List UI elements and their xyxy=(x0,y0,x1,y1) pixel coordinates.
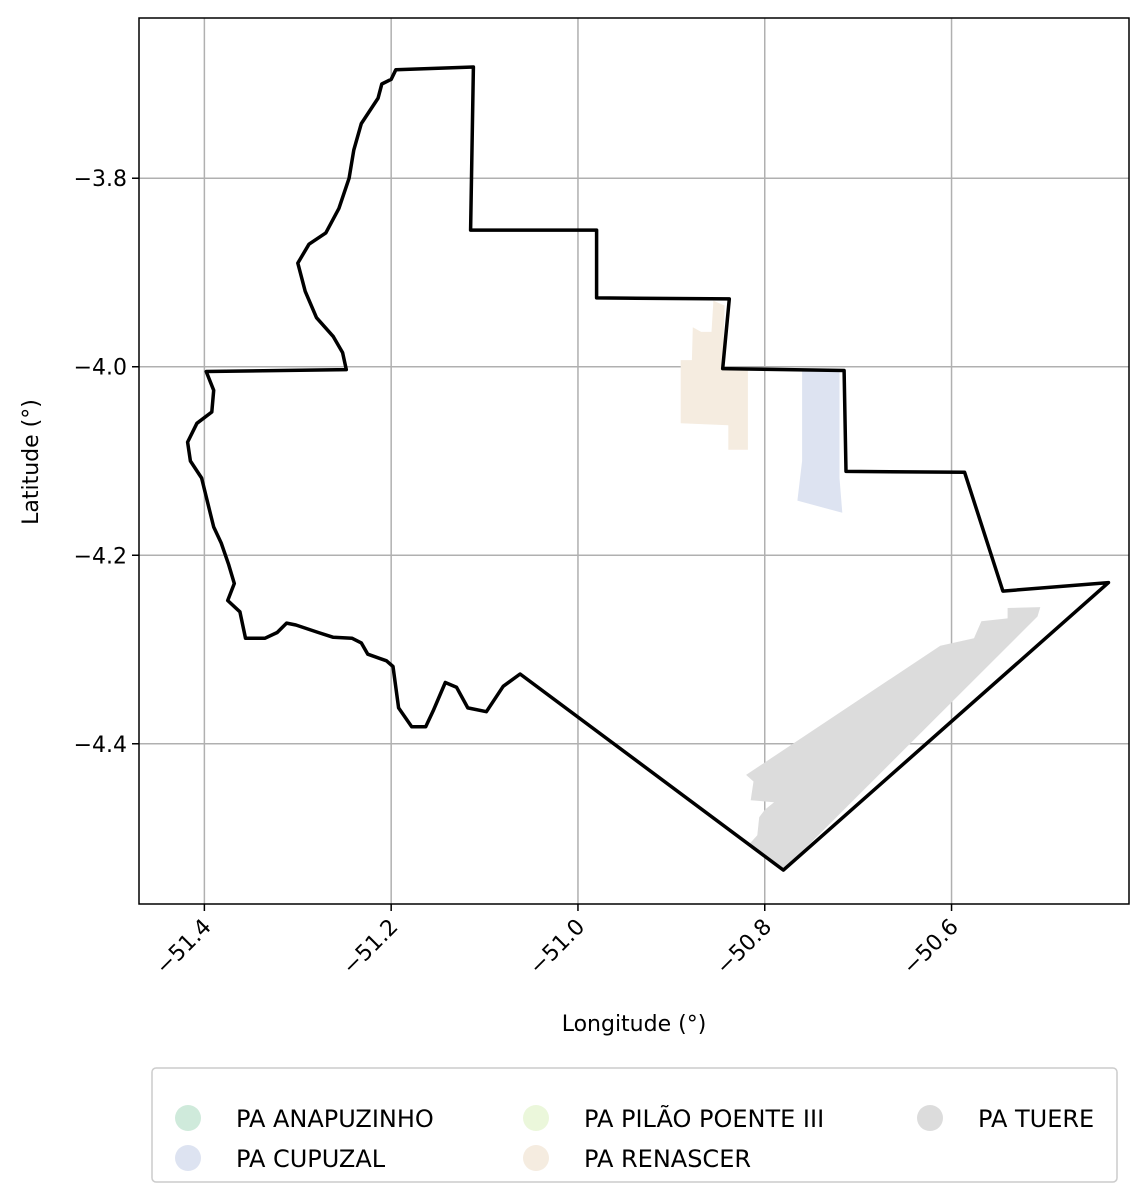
parcel-polygons xyxy=(680,300,1041,871)
legend-label-pa-pilao-poente-iii: PA PILÃO POENTE III xyxy=(584,1103,824,1133)
plot-area xyxy=(138,17,1130,905)
legend-marker-pa-renascer xyxy=(523,1145,549,1171)
grid xyxy=(139,18,1129,904)
legend-label-pa-anapuzinho: PA ANAPUZINHO xyxy=(236,1105,434,1133)
plot-background xyxy=(139,18,1129,904)
x-tick-label: −50.6 xyxy=(898,915,963,980)
legend-box xyxy=(151,1067,1118,1183)
x-tick-label: −50.8 xyxy=(712,915,777,980)
parcel-pa-tuere xyxy=(746,607,1041,871)
municipality-boundary xyxy=(185,65,1111,872)
x-axis-title: Longitude (°) xyxy=(562,1012,707,1037)
legend-label-pa-renascer: PA RENASCER xyxy=(584,1145,751,1173)
parcel-pa-renascer xyxy=(680,300,748,450)
y-tick-label: −4.0 xyxy=(74,356,127,381)
legend-label-pa-cupuzal: PA CUPUZAL xyxy=(236,1145,386,1173)
legend-marker-pa-cupuzal xyxy=(175,1145,201,1171)
y-axis: −3.8 −4.0 −4.2 −4.4 xyxy=(74,167,139,758)
legend-label-pa-tuere: PA TUERE xyxy=(978,1105,1094,1133)
plot-frame xyxy=(138,17,1130,905)
y-tick-label: −4.2 xyxy=(74,544,127,569)
y-tick-label: −3.8 xyxy=(74,167,127,192)
x-axis: −51.4 −51.2 −51.0 −50.8 −50.6 xyxy=(151,904,964,980)
y-axis-title: Latitude (°) xyxy=(19,399,44,525)
legend-marker-pa-pilao-poente-iii xyxy=(523,1105,549,1131)
x-tick-label: −51.0 xyxy=(525,915,590,980)
y-tick-label: −4.4 xyxy=(74,733,127,758)
legend-marker-pa-tuere xyxy=(917,1105,943,1131)
parcel-pa-cupuzal xyxy=(797,371,843,513)
x-tick-label: −51.4 xyxy=(151,915,216,980)
x-tick-label: −51.2 xyxy=(338,915,403,980)
legend-marker-pa-anapuzinho xyxy=(175,1105,201,1131)
legend: PA ANAPUZINHO PA CUPUZAL PA PILÃO POENTE I… xyxy=(151,1067,1118,1183)
